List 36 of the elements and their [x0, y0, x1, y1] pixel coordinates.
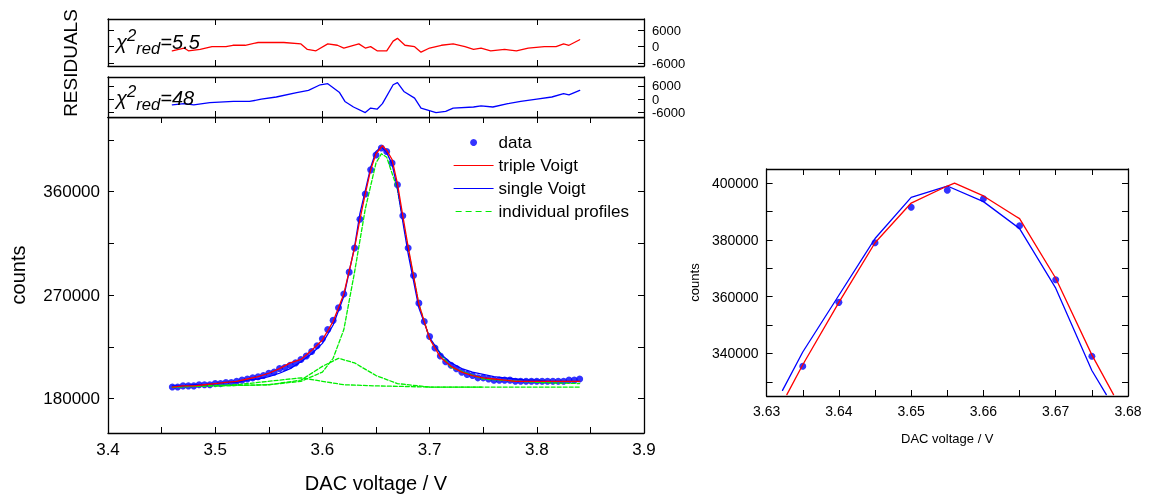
y-tick-label: 380000 — [711, 231, 759, 248]
x-tick-label: 3.4 — [96, 440, 120, 459]
annotation: χ$^{2}$$_{red}$=5.5 — [116, 25, 200, 60]
y2-tick-label: -6000 — [652, 105, 686, 121]
legend-label: triple Voigt — [498, 156, 579, 175]
y2-tick-label: 0 — [652, 39, 660, 55]
y-tick-label: 180000 — [43, 389, 100, 409]
x-tick-label: 3.63 — [752, 403, 781, 419]
y-tick-label: 270000 — [43, 285, 100, 305]
y-axis-title: counts — [7, 245, 29, 305]
x-axis-title: DAC voltage / V — [901, 431, 994, 446]
x-tick-label: 3.6 — [310, 440, 335, 459]
x-tick-label: 3.7 — [417, 440, 442, 459]
legend-label: data — [498, 133, 533, 152]
legend-label: individual profiles — [498, 202, 629, 221]
y2-tick-label: -6000 — [652, 55, 686, 71]
x-tick-label: 3.8 — [524, 440, 549, 459]
y-axis-title: counts — [687, 262, 702, 302]
y2-tick-label: 6000 — [652, 22, 681, 38]
y-tick-label: 400000 — [711, 175, 759, 192]
legend-label: single Voigt — [498, 179, 586, 198]
annotation: χ$^{2}$$_{red}$=48 — [116, 81, 195, 116]
y-tick-label: 360000 — [43, 182, 100, 202]
x-tick-label: 3.68 — [1114, 403, 1142, 419]
x-tick-label: 3.9 — [632, 440, 656, 459]
x-axis-title: DAC voltage / V — [304, 472, 448, 494]
x-tick-label: 3.65 — [897, 403, 926, 419]
x-tick-label: 3.5 — [203, 440, 228, 459]
y-tick-label: 340000 — [711, 345, 759, 362]
y-tick-label: 360000 — [711, 288, 759, 305]
y2-tick-label: 6000 — [652, 78, 681, 94]
y2-tick-label: 0 — [652, 91, 660, 107]
x-tick-label: 3.64 — [825, 403, 853, 419]
x-tick-label: 3.66 — [969, 403, 998, 419]
y-axis-title: RESIDUALS — [58, 7, 81, 119]
x-tick-label: 3.67 — [1042, 403, 1070, 419]
